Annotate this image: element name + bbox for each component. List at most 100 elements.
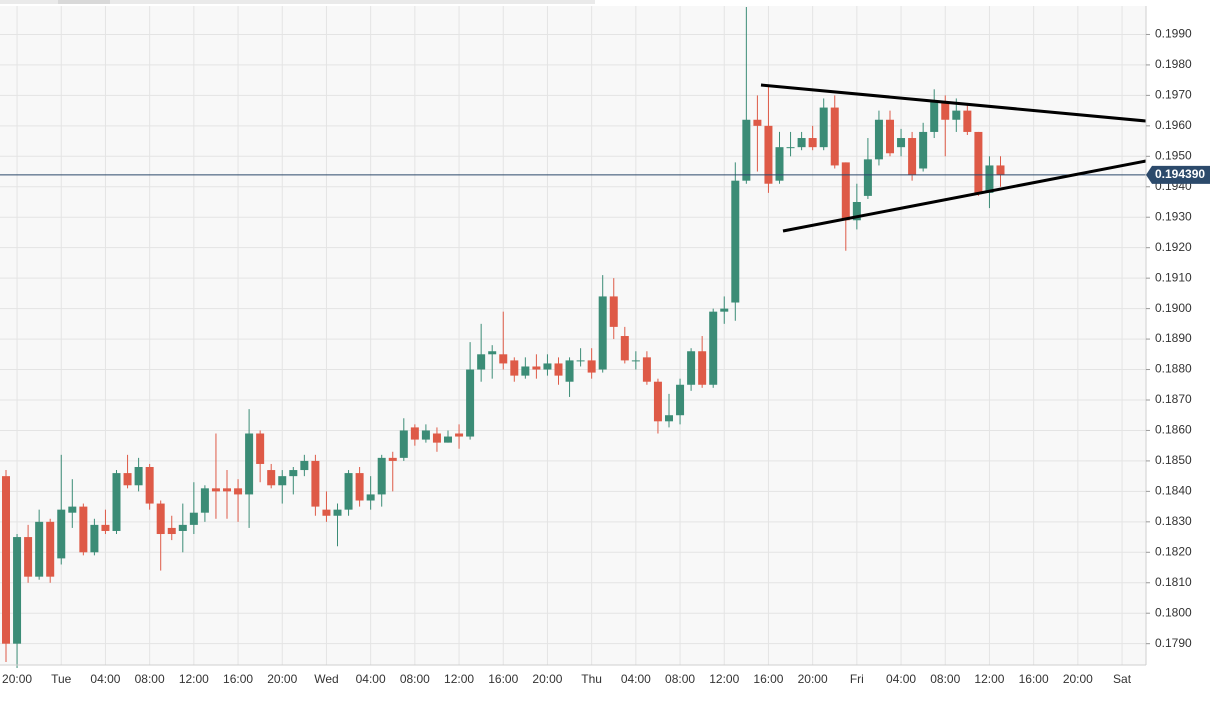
candle-body	[499, 354, 508, 364]
y-tick-label: 0.1800	[1155, 605, 1192, 619]
candle-body	[46, 521, 55, 577]
candle-body	[874, 119, 883, 160]
candle-body	[79, 506, 88, 553]
candle-body	[178, 524, 187, 531]
y-tick-label: 0.1930	[1155, 209, 1192, 223]
candle-body	[90, 524, 99, 553]
candle-body	[167, 527, 176, 535]
candle-body	[996, 165, 1005, 175]
last-price-label: 0.194390	[1155, 167, 1205, 181]
candle-body	[35, 521, 44, 577]
candle-body	[444, 436, 452, 443]
candle-body	[775, 147, 784, 181]
candle-body	[278, 476, 287, 486]
candle-body	[510, 360, 519, 376]
candle-body	[830, 107, 839, 166]
candle-body	[245, 433, 254, 495]
x-tick-label: 08:00	[400, 672, 430, 686]
candle-body	[886, 119, 894, 154]
candle-body	[720, 308, 729, 312]
x-tick-label: Sat	[1113, 672, 1132, 686]
candle-body	[764, 125, 773, 184]
candle-body	[952, 110, 961, 120]
x-tick-label: 20:00	[798, 672, 828, 686]
candle-body	[156, 503, 165, 535]
candle-body	[631, 360, 640, 362]
candle-body	[609, 296, 618, 327]
trend-line	[760, 83, 1147, 123]
candle-body	[676, 384, 685, 416]
candle-body	[477, 354, 486, 370]
candle-body	[333, 509, 342, 516]
candle-body	[24, 537, 33, 577]
x-tick-label: 16:00	[223, 672, 253, 686]
y-tick-label: 0.1880	[1155, 362, 1192, 376]
y-tick-label: 0.1830	[1155, 514, 1192, 528]
candle-body	[521, 366, 530, 376]
x-tick-label: 08:00	[665, 672, 695, 686]
candle-body	[355, 473, 364, 501]
candle-body	[311, 460, 320, 507]
candle-body	[587, 360, 596, 373]
candle-body	[432, 433, 441, 443]
candle-body	[941, 101, 950, 120]
candle-body	[2, 476, 10, 644]
candle-body	[908, 138, 917, 175]
labels: 0.1790 0.1800 0.1810 0.1820 0.1830 0.1840 0.18…	[2, 27, 1210, 686]
candle-body	[123, 473, 132, 486]
candle-body	[687, 351, 696, 385]
y-tick-label: 0.1950	[1155, 148, 1192, 162]
candle-body	[300, 460, 309, 471]
candle-body	[189, 512, 198, 525]
x-tick-label: 04:00	[356, 672, 386, 686]
candle-body	[57, 509, 66, 559]
candle-body	[665, 415, 673, 422]
x-tick-label: Wed	[314, 672, 338, 686]
candle-body	[841, 162, 850, 221]
candle-body	[145, 467, 154, 504]
candle-body	[709, 311, 718, 385]
candle-body	[488, 351, 497, 355]
y-tick-label: 0.1870	[1155, 392, 1192, 406]
x-tick-label: Thu	[581, 672, 602, 686]
tab	[58, 0, 110, 4]
x-tick-label: 04:00	[90, 672, 120, 686]
candle-body	[200, 488, 209, 513]
y-tick-label: 0.1970	[1155, 88, 1192, 102]
candle-body	[742, 119, 751, 181]
y-tick-label: 0.1840	[1155, 484, 1192, 498]
candle-body	[974, 131, 983, 193]
candle-body	[13, 537, 22, 644]
candle-body	[344, 473, 353, 510]
candle-body	[731, 180, 740, 303]
candle-body	[256, 433, 265, 464]
candle-body	[421, 430, 430, 440]
candle-body	[565, 360, 574, 382]
candle-body	[532, 366, 541, 370]
y-tick-label: 0.1960	[1155, 118, 1192, 132]
top-tabs	[0, 0, 595, 4]
candle-body	[101, 524, 110, 531]
x-tick-label: Tue	[51, 672, 72, 686]
candle-body	[388, 457, 397, 461]
candle-body	[620, 336, 629, 361]
candle-body	[377, 457, 386, 495]
candle-body	[698, 351, 707, 385]
candle-body	[808, 138, 817, 148]
candle-body	[963, 110, 972, 132]
y-tick-label: 0.1920	[1155, 240, 1192, 254]
candle-body	[68, 506, 77, 513]
x-tick-label: 16:00	[1019, 672, 1049, 686]
candle-body	[863, 159, 872, 196]
candle-body	[289, 470, 298, 477]
candle-body	[753, 119, 762, 126]
x-tick-label: 12:00	[709, 672, 739, 686]
x-tick-label: 16:00	[753, 672, 783, 686]
candle-body	[786, 147, 795, 149]
x-tick-label: Fri	[850, 672, 864, 686]
candle-body	[642, 357, 651, 382]
candle-body	[455, 433, 464, 437]
candle-body	[797, 138, 806, 148]
y-tick-label: 0.1860	[1155, 423, 1192, 437]
